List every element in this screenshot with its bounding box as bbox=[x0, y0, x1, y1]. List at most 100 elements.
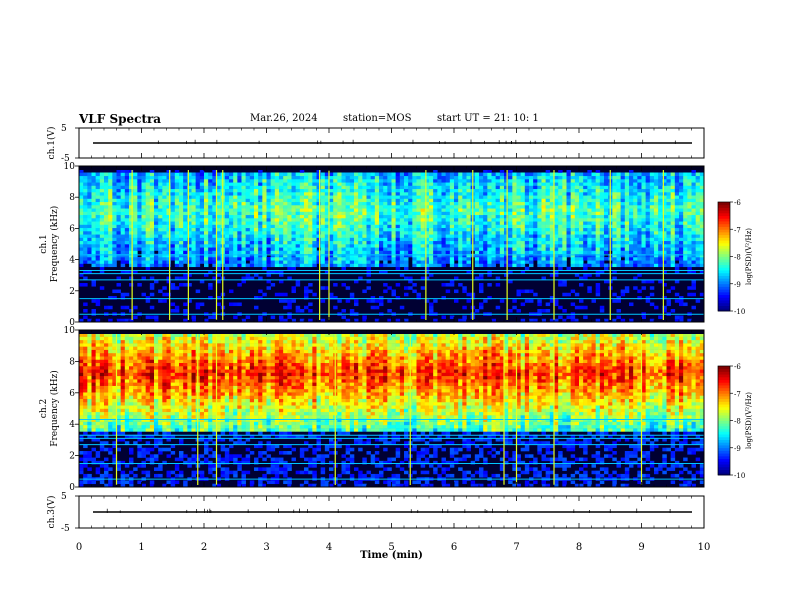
ch1-spectrogram-cell bbox=[108, 185, 113, 190]
ch1-spectrogram-cell bbox=[487, 221, 492, 225]
ch1-spectrogram-cell bbox=[649, 224, 655, 229]
ch1-spectrogram-cell bbox=[416, 201, 421, 206]
ch1-spectrogram-cell bbox=[395, 244, 401, 248]
ch1-spectrogram-cell bbox=[695, 244, 701, 248]
ch1-spectrogram-cell bbox=[583, 224, 588, 229]
ch1-spectrogram-cell bbox=[308, 175, 313, 180]
ch1-spectrogram-cell bbox=[687, 172, 692, 177]
ch1-spectrogram-cell bbox=[516, 195, 521, 199]
ch1-spectrogram-cell bbox=[212, 198, 217, 203]
ch1-spectrogram-cell bbox=[579, 305, 584, 310]
ch1-spectrogram-cell bbox=[683, 227, 688, 232]
ch1-spectrogram-cell bbox=[83, 276, 88, 281]
ch1-spectrogram-cell bbox=[649, 179, 655, 183]
ch1-spectrogram-cell bbox=[212, 188, 217, 193]
ch1-spectrogram-cell bbox=[433, 227, 438, 232]
ch1-spectrogram-cell bbox=[233, 182, 238, 186]
ch1-spectrogram-cell bbox=[208, 198, 213, 203]
ch1-spectrogram-cell bbox=[374, 179, 380, 183]
ch1-spectrogram-cell bbox=[137, 247, 142, 251]
ch1-spectrogram-cell bbox=[529, 299, 534, 303]
ch1-spectrogram-cell bbox=[370, 205, 376, 209]
ch1-spectrogram-cell bbox=[408, 234, 413, 238]
ch1-spectrogram-cell bbox=[199, 201, 205, 206]
ch1-spectrogram-cell bbox=[629, 214, 634, 219]
ch1-spectrogram-cell bbox=[112, 172, 117, 177]
ch1-spectrogram-cell bbox=[270, 205, 276, 209]
ch1-spectrogram-cell bbox=[441, 205, 446, 209]
ch1-spectrogram-cell bbox=[120, 270, 126, 274]
ch1-spectrogram-cell bbox=[249, 192, 255, 196]
ch1-spectrogram-cell bbox=[104, 253, 109, 258]
ch1-spectrogram-cell bbox=[87, 318, 92, 323]
ch1-spectrogram-cell bbox=[116, 172, 121, 177]
ch1-spectrogram-cell bbox=[374, 237, 380, 242]
ch1-spectrogram-cell bbox=[516, 289, 521, 294]
ch1-spectrogram-cell bbox=[399, 247, 405, 251]
ch1-spectrogram-cell bbox=[99, 231, 105, 235]
ch1-spectrogram-cell bbox=[474, 240, 480, 245]
ch1-spectrogram-cell bbox=[291, 201, 296, 206]
ch1-spectrogram-cell bbox=[83, 172, 88, 177]
ch1-spectrogram-cell bbox=[245, 198, 251, 203]
ch1-spectrogram-cell bbox=[604, 318, 609, 323]
ch1-spectrogram-cell bbox=[570, 208, 576, 212]
ch1-spectrogram-cell bbox=[487, 185, 492, 190]
ch1-spectrogram-cell bbox=[120, 234, 126, 238]
ch1-spectrogram-cell bbox=[179, 172, 184, 177]
ch1-spectrogram-cell bbox=[691, 237, 696, 242]
ch1-spectrogram-cell bbox=[391, 208, 396, 212]
ch1-spectrogram-cell bbox=[224, 227, 230, 232]
ch1-spectrogram-cell bbox=[216, 221, 221, 225]
ch1-spectrogram-cell bbox=[345, 175, 351, 180]
ch1-spectrogram-cell bbox=[404, 198, 409, 203]
ch1-spectrogram-cell bbox=[391, 211, 396, 216]
ch1-spectrogram-cell bbox=[512, 305, 517, 310]
ch1-spectrogram-cell bbox=[370, 172, 376, 177]
ch1-spectrogram-cell bbox=[424, 263, 430, 268]
ch1-spectrogram-cell bbox=[483, 201, 488, 206]
ch1-spectrogram-cell bbox=[262, 192, 267, 196]
ch1-spectrogram-cell bbox=[258, 218, 263, 222]
ch1-spectrogram-cell bbox=[466, 175, 471, 180]
ch1-spectrogram-cell bbox=[216, 302, 221, 307]
ch1-spectrogram-cell bbox=[149, 175, 155, 180]
ch1-spectrogram-cell bbox=[154, 172, 159, 177]
ch1-spectrogram-cell bbox=[91, 218, 96, 222]
ch1-spectrogram-cell bbox=[199, 247, 205, 251]
ch1-spectrogram-cell bbox=[170, 237, 176, 242]
ch1-spectrogram-cell bbox=[270, 231, 276, 235]
ch1-spectrogram-cell bbox=[358, 198, 363, 203]
ch1-spectrogram-cell bbox=[662, 234, 667, 238]
ch1-spectrogram-cell bbox=[183, 182, 188, 186]
ch1-spectrogram-cell bbox=[420, 218, 426, 222]
ch1-spectrogram-cell bbox=[283, 214, 288, 219]
ch1-spectrogram-cell bbox=[358, 221, 363, 225]
ch1-spectrogram-cell bbox=[683, 244, 688, 248]
ch1-spectrogram-cell bbox=[341, 211, 346, 216]
ch1-spectrogram-cell bbox=[216, 218, 221, 222]
ch1-spectrogram-cell bbox=[349, 185, 355, 190]
ch1-spectrogram-cell bbox=[195, 302, 201, 307]
ch1-spectrogram-cell bbox=[166, 179, 171, 183]
ch1-spectrogram-cell bbox=[341, 188, 346, 193]
ch1-spectrogram-cell bbox=[191, 208, 196, 212]
ch1-spectrogram-cell bbox=[633, 224, 638, 229]
ch1-spectrogram-cell bbox=[599, 260, 605, 264]
ch1-spectrogram-cell bbox=[404, 218, 409, 222]
ch1-spectrogram-cell bbox=[449, 195, 455, 199]
ch1-spectrogram-cell bbox=[416, 231, 421, 235]
ch1-spectrogram-cell bbox=[558, 201, 563, 206]
ch1-spectrogram-cell bbox=[341, 250, 346, 255]
ch1-spectrogram-cell bbox=[320, 211, 326, 216]
ch1-spectrogram-cell bbox=[158, 192, 163, 196]
ch1-spectrogram-cell bbox=[487, 175, 492, 180]
ch1-spectrogram-cell bbox=[612, 237, 617, 242]
ch1-spectrogram-cell bbox=[474, 198, 480, 203]
ch1-spectrogram-cell bbox=[108, 250, 113, 255]
ch1-spectrogram-cell bbox=[270, 179, 276, 183]
ch1-spectrogram-cell bbox=[645, 237, 651, 242]
ch1-spectrogram-cell bbox=[520, 234, 526, 238]
ch1-spectrogram-cell bbox=[683, 179, 688, 183]
ch1-spectrogram-cell bbox=[666, 227, 671, 232]
